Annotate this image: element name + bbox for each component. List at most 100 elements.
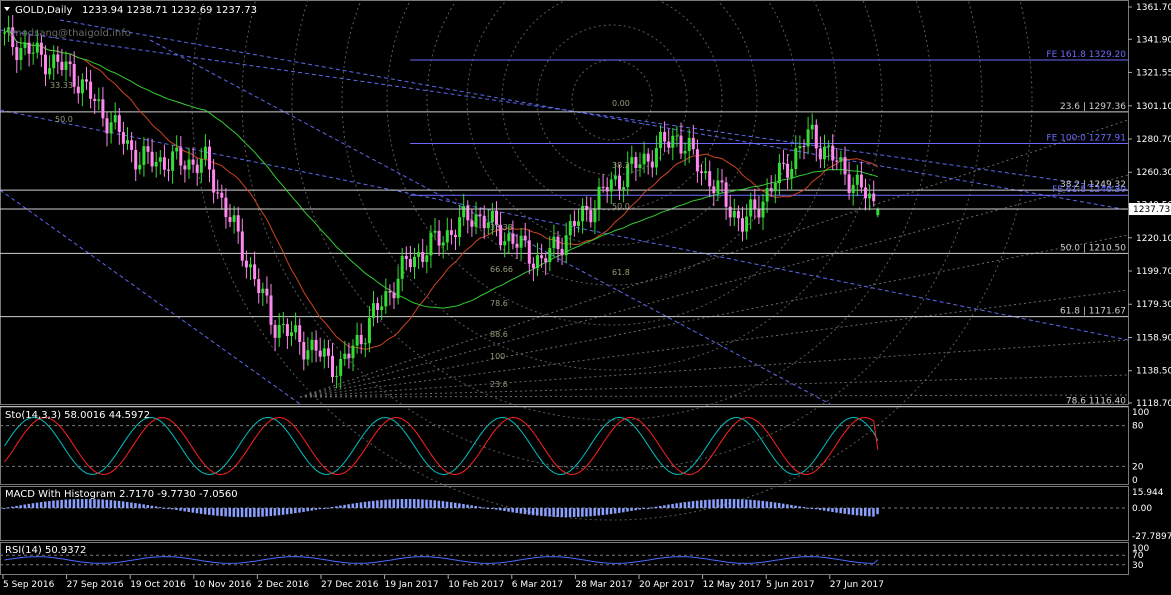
macd-bar — [728, 498, 732, 509]
candle-body — [117, 115, 121, 133]
candle-body — [622, 187, 626, 190]
candle-body — [191, 159, 195, 165]
macd-bar — [52, 500, 55, 509]
candle-body — [347, 353, 351, 359]
candle-body — [552, 236, 556, 249]
macd-bar — [249, 508, 252, 518]
macd-bar — [35, 502, 39, 509]
macd-bar — [72, 499, 76, 509]
candle-body — [23, 42, 27, 49]
indicator-tick-label: 70 — [1132, 551, 1144, 561]
candle-body — [650, 161, 654, 168]
candle-body — [847, 174, 851, 194]
candle-body — [35, 42, 39, 53]
macd-bar — [39, 502, 43, 509]
candle-body — [589, 210, 593, 223]
candle-body — [253, 264, 257, 280]
time-tick-label: 19 Oct 2016 — [130, 580, 186, 590]
candle-body — [786, 163, 790, 178]
candle-body — [408, 258, 412, 268]
rsi-line — [4, 556, 879, 564]
macd-bar — [392, 499, 395, 509]
macd-bar — [121, 501, 125, 509]
macd-bar — [478, 506, 482, 509]
macd-bar — [298, 508, 301, 513]
candle-body — [314, 339, 318, 351]
ohlc-values: 1233.94 1238.71 1232.69 1237.73 — [82, 5, 257, 16]
candle-body — [454, 234, 457, 237]
macd-bar — [343, 504, 346, 509]
level-label: FE 161.8 1329.20 — [1046, 50, 1126, 60]
time-tick-label: 27 Jun 2017 — [830, 580, 884, 590]
level-label: 61.8 | 1171.67 — [1060, 307, 1126, 317]
candle-body — [126, 140, 129, 144]
candle-body — [572, 220, 576, 226]
candle-body — [199, 158, 203, 173]
time-tick-label: 28 Mar 2017 — [575, 580, 632, 590]
stochastic-lines — [4, 416, 879, 476]
candle-body — [700, 171, 703, 174]
candle-body — [3, 32, 6, 34]
macd-bar — [372, 500, 375, 509]
macd-bar — [855, 508, 859, 516]
macd-bar — [536, 508, 539, 516]
candle-body — [474, 214, 478, 227]
macd-bar — [285, 508, 289, 515]
price-axis: 1361.70 1341.90 1321.55 1301.10 1280.70 1260.… — [0, 3, 1171, 409]
candle-body — [663, 131, 667, 142]
macd-bar — [261, 508, 264, 517]
indicator-tick-label: -27.7897 — [1132, 532, 1171, 542]
candle-body — [503, 241, 507, 246]
macd-bar — [203, 508, 207, 515]
macd-bar — [236, 508, 240, 517]
macd-bar — [56, 500, 59, 509]
candle-body — [581, 205, 585, 222]
candle-body — [527, 240, 531, 264]
fib-circle — [291, 0, 933, 421]
candle-body — [359, 334, 363, 345]
fan-label: 0.00 — [612, 99, 630, 108]
candle-body — [162, 157, 166, 170]
macd-bar — [609, 508, 613, 515]
macd-bar — [749, 499, 752, 509]
macd-bar — [253, 508, 256, 517]
indicator-tick-label: 0 — [1132, 476, 1138, 486]
macd-bar — [806, 507, 810, 509]
candle-body — [93, 98, 97, 101]
price-tick-label: 1118.70 — [1136, 399, 1171, 409]
macd-bar — [396, 499, 400, 509]
macd-bar — [60, 499, 63, 509]
candle-body — [48, 68, 52, 75]
candle-body — [417, 252, 421, 257]
trend-line — [59, 19, 1129, 211]
fan-label: 33.33 — [50, 81, 73, 90]
chevron-down-icon[interactable] — [4, 7, 10, 11]
candle-body — [585, 205, 589, 211]
candle-body — [388, 291, 392, 293]
macd-bar — [454, 502, 457, 509]
candle-body — [232, 215, 236, 222]
macd-histogram — [0, 498, 1128, 518]
macd-bar — [831, 508, 834, 512]
time-tick-label: 6 Mar 2017 — [512, 580, 563, 590]
candle-body — [76, 86, 80, 94]
macd-bar — [515, 508, 518, 513]
candle-body — [105, 118, 109, 134]
candle-body — [638, 164, 642, 169]
macd-bar — [281, 508, 285, 515]
macd-bar — [654, 506, 658, 509]
candle-body — [421, 252, 425, 262]
candle-body — [519, 235, 523, 248]
macd-bar — [105, 499, 108, 509]
candle-body — [835, 160, 839, 162]
macd-bar — [318, 508, 322, 510]
candle-body — [89, 81, 93, 99]
macd-bar — [810, 508, 814, 510]
candle-body — [335, 375, 339, 377]
fib-fan-labels: 33.33 0.00 50.0 33.33 66.66 78.6 88.6 100 23.6 38… — [50, 81, 630, 389]
candle-body — [7, 27, 11, 33]
time-tick-label: 12 May 2017 — [703, 580, 762, 590]
sto-panel-frame — [0, 406, 1129, 485]
indicator-tick-label: 80 — [1132, 422, 1144, 432]
